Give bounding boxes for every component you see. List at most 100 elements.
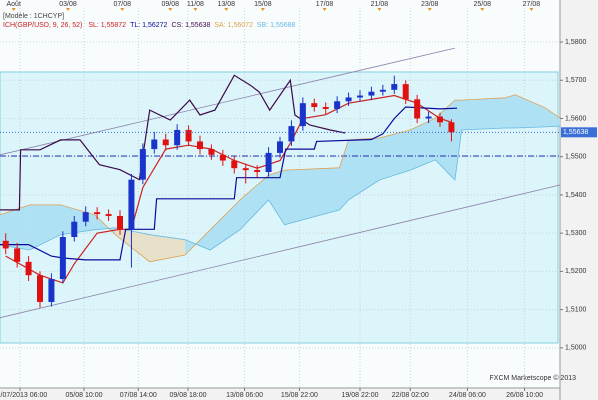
candle-body: [242, 168, 249, 171]
span-b-line: [0, 125, 561, 251]
candle-body: [14, 248, 21, 262]
last-price-box: [561, 127, 597, 138]
top-tick: [11, 8, 16, 11]
channel-line: [0, 184, 561, 319]
legend: ICH(GBP/USD, 9, 26, 52) SL: 1,55872 TL: 1…: [3, 21, 299, 30]
y-tick-label: 1,5800: [565, 39, 587, 46]
x-tick-label: 19/08 22:00: [342, 392, 379, 399]
candle-body: [37, 275, 43, 302]
candle-body: [174, 129, 181, 146]
y-tick-label: 1,5100: [565, 306, 587, 313]
top-tick-label: 09/08: [162, 1, 180, 8]
top-tick-label: 21/08: [371, 1, 389, 8]
y-tick-label: 1,5500: [565, 154, 587, 161]
cloud-fill: [379, 129, 411, 181]
top-tick-label: 25/08: [474, 1, 492, 8]
cloud-fill: [0, 204, 30, 250]
cloud-fill: [505, 94, 516, 129]
candle-body: [219, 154, 226, 161]
span-a-line: [0, 94, 561, 263]
cloud-fill: [339, 139, 349, 210]
legend-entry: TL: 1,56272: [130, 22, 168, 29]
top-tick: [480, 8, 485, 11]
candle-body: [2, 240, 9, 249]
cloud-fill: [240, 175, 269, 230]
top-tick-label: 07/08: [114, 1, 132, 8]
candle-body: [185, 129, 192, 142]
top-tick: [322, 8, 327, 11]
legend-title: ICH(GBP/USD, 9, 26, 52): [3, 22, 83, 29]
candle-body: [231, 160, 238, 169]
y-tick-label: 1,5000: [565, 345, 587, 352]
candle-body: [357, 95, 363, 98]
legend-entry: SB: 1,55688: [256, 22, 296, 29]
top-tick: [120, 8, 125, 11]
candle-body: [197, 141, 203, 150]
cloud-fill: [210, 199, 240, 250]
cloud-fill: [410, 118, 436, 171]
candle-body: [448, 122, 455, 133]
cloud-fill: [454, 100, 462, 181]
x-tick-label: 15/08 22:00: [281, 392, 318, 399]
cloud-fill: [60, 204, 95, 235]
cloud-fill: [29, 204, 61, 250]
candle-body: [254, 170, 261, 173]
y-tick-label: 1,5700: [565, 77, 587, 84]
legend-entry: SA: 1,56072: [214, 22, 253, 29]
last-price-label: 1,55638: [563, 129, 588, 136]
candle-body: [334, 101, 341, 109]
top-tick-label: 03/08: [59, 1, 77, 8]
top-tick: [260, 8, 265, 11]
y-tick-label: 1,5300: [565, 230, 587, 237]
top-tick: [168, 8, 173, 11]
top-tick: [66, 8, 70, 11]
cloud-fill: [149, 234, 186, 262]
cloud-fill: [461, 97, 506, 130]
candle-body: [402, 84, 409, 100]
top-tick: [529, 8, 534, 11]
candle-body: [208, 149, 215, 155]
candle-body: [311, 103, 318, 108]
y-tick-label: 1,5200: [565, 268, 587, 275]
cloud-fill: [348, 137, 380, 200]
credit: FXCM Marketscope © 2013: [490, 374, 577, 382]
x-tick-label: 13/08 06:00: [226, 392, 263, 399]
y-tick-label: 1,5600: [565, 115, 587, 122]
x-tick-label: 07/08 14:00: [120, 392, 157, 399]
top-tick: [427, 8, 432, 11]
header: [Modèle : 1CHCYP] ICH(GBP/USD, 9, 26, 52…: [3, 12, 299, 30]
candle-body: [117, 215, 123, 230]
cloud-fill: [284, 167, 340, 225]
top-tick: [224, 8, 229, 11]
candle-body: [265, 152, 272, 173]
candles: [2, 75, 455, 308]
indicator-line: [0, 106, 458, 261]
candle-body: [414, 99, 421, 119]
x-tick-label: 24/08 06:00: [449, 392, 486, 399]
candle-body: [162, 139, 169, 146]
x-tick-label: 22/08 02:00: [392, 392, 429, 399]
top-tick: [377, 8, 382, 11]
model-label: [Modèle : 1CHCYP]: [3, 13, 65, 20]
candle-body: [379, 89, 386, 92]
candle-body: [368, 91, 375, 96]
candle-body: [25, 261, 32, 276]
y-tick-label: 1,5400: [565, 192, 587, 199]
top-tick-label: 11/08: [187, 1, 204, 8]
top-tick-label: 17/08: [316, 1, 334, 8]
x-tick-label: 26/08 10:00: [506, 392, 543, 399]
top-tick-label: 23/08: [421, 1, 439, 8]
candle-body: [288, 126, 295, 142]
channel-line: [0, 47, 455, 156]
top-tick-label: 15/08: [254, 1, 272, 8]
top-tick-label: 13/08: [218, 1, 236, 8]
candle-body: [82, 212, 89, 222]
cloud-fill: [545, 107, 560, 127]
cloud-fill: [515, 94, 546, 129]
top-tick: [193, 8, 198, 11]
legend-entry: CS: 1,55638: [171, 22, 211, 29]
candle-body: [299, 103, 306, 127]
indicator-line: [0, 74, 346, 211]
